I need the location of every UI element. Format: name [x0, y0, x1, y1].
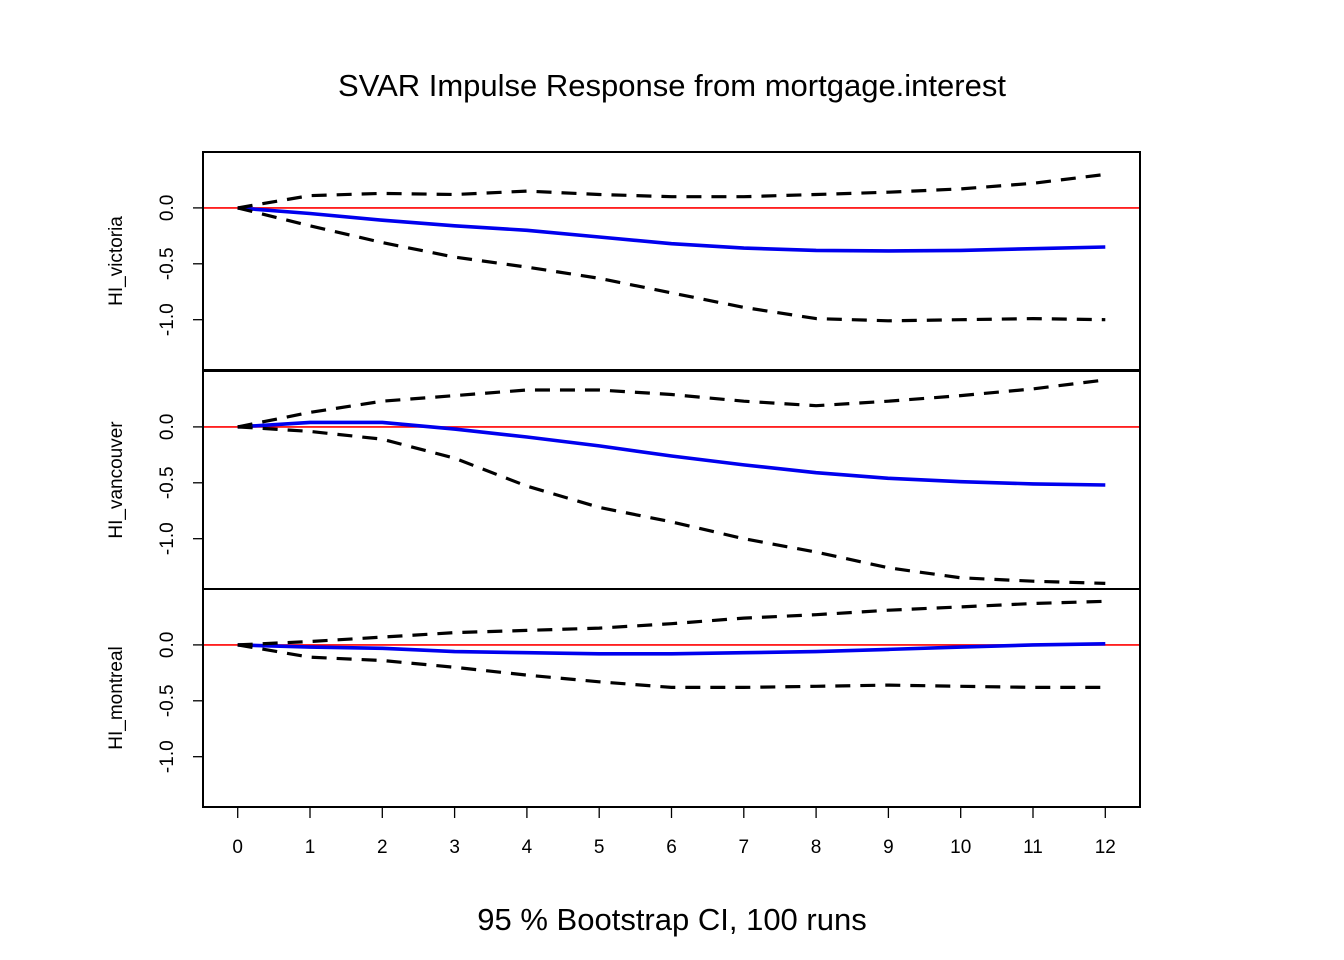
- x-tick-label: 3: [449, 837, 460, 858]
- x-tick-label: 6: [666, 837, 677, 858]
- x-tick-label: 4: [522, 837, 533, 858]
- x-tick-label: 2: [377, 837, 388, 858]
- x-tick-label: 10: [950, 837, 971, 858]
- x-tick-label: 5: [594, 837, 605, 858]
- x-tick-label: 7: [739, 837, 750, 858]
- y-tick-label: 0.0: [157, 632, 178, 658]
- ci-upper-line: [237, 599, 1106, 647]
- irf-line: [237, 642, 1106, 656]
- x-tick-label: 1: [305, 837, 316, 858]
- x-tick-label: 12: [1095, 837, 1116, 858]
- chart-title: SVAR Impulse Response from mortgage.inte…: [338, 68, 1006, 103]
- ci-lower-line: [237, 425, 1106, 585]
- x-tick-label: 8: [811, 837, 822, 858]
- irf-line: [237, 206, 1106, 253]
- ci-lower-line: [237, 206, 1106, 323]
- y-tick-label: -0.5: [157, 466, 178, 499]
- y-tick-label: 0.0: [157, 195, 178, 221]
- x-axis-label: 95 % Bootstrap CI, 100 runs: [477, 902, 866, 937]
- y-tick-label: -1.0: [157, 740, 178, 773]
- x-axis: 0 1 2 3 4 5 6 7 8 9 10 11 12: [232, 807, 1116, 858]
- ci-lower-line: [237, 643, 1106, 690]
- panel-0: 0.0 -0.5 -1.0 HI_victoria: [106, 151, 1141, 371]
- panels: 0.0 -0.5 -1.0 HI_victoria 0.0 -0.5 -1.0 HI_vanc…: [106, 151, 1141, 808]
- y-tick-label: 0.0: [157, 414, 178, 440]
- x-tick-label: 11: [1023, 837, 1043, 858]
- panel-label: HI_montreal: [106, 646, 127, 750]
- y-tick-label: -0.5: [157, 247, 178, 280]
- panel-2: 0.0 -0.5 -1.0 HI_montreal: [106, 588, 1141, 808]
- x-tick-label: 0: [232, 837, 243, 858]
- panel-1: 0.0 -0.5 -1.0 HI_vancouver: [106, 370, 1141, 590]
- ci-upper-line: [237, 172, 1106, 210]
- x-tick-label: 9: [883, 837, 894, 858]
- ci-upper-line: [237, 378, 1106, 429]
- panel-frame: [202, 588, 1141, 808]
- y-tick-label: -1.0: [157, 522, 178, 555]
- panel-label: HI_vancouver: [106, 421, 127, 539]
- panel-frame: [202, 370, 1141, 590]
- y-tick-label: -1.0: [157, 303, 178, 336]
- panel-label: HI_victoria: [106, 216, 127, 306]
- irf-line: [237, 420, 1106, 487]
- y-tick-label: -0.5: [157, 684, 178, 717]
